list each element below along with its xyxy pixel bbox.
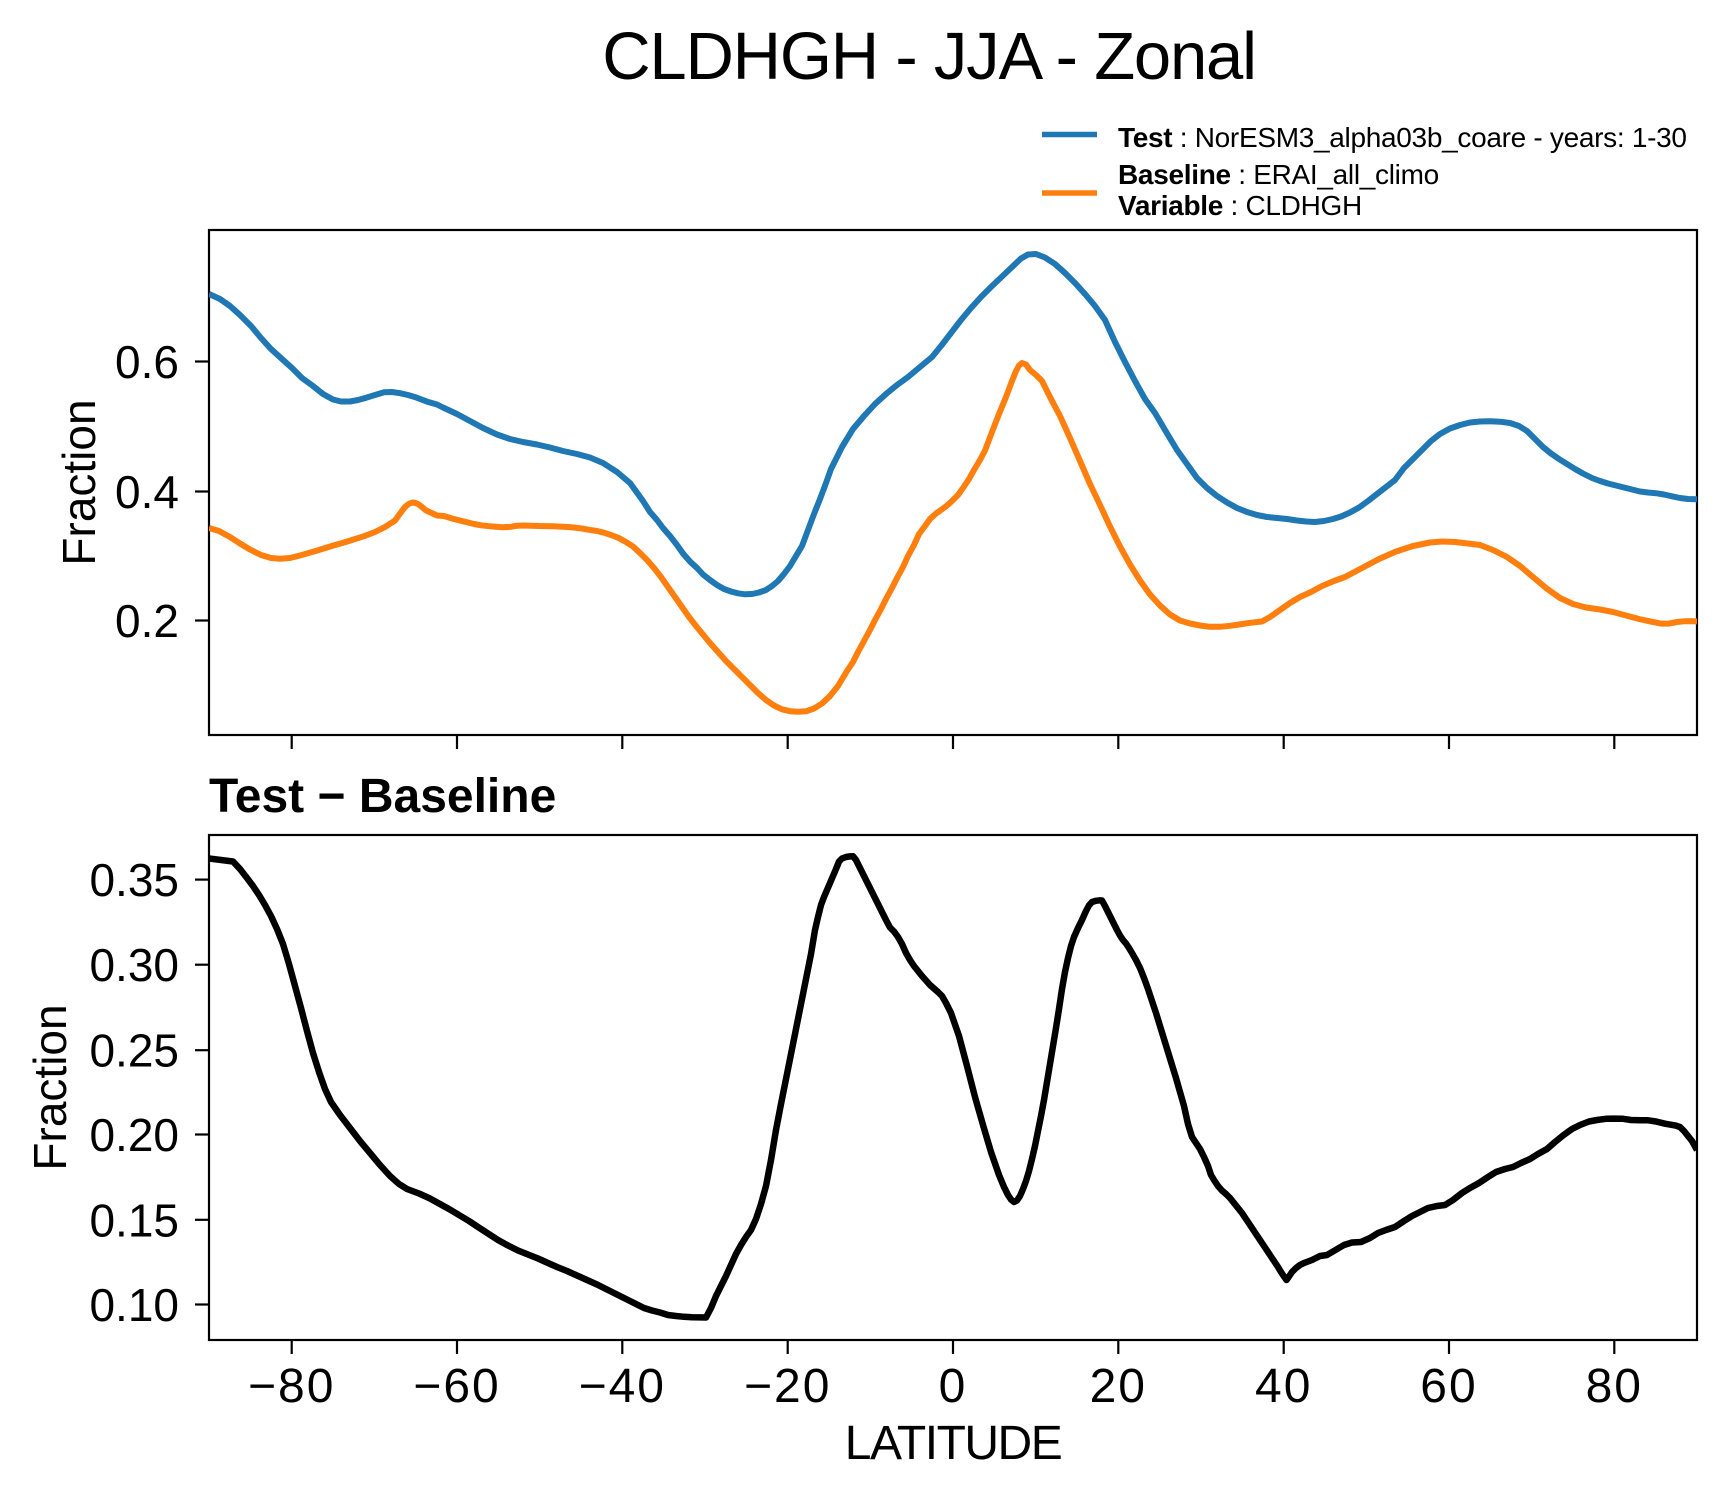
svg-text:40: 40 xyxy=(1255,1360,1312,1413)
svg-text:−60: −60 xyxy=(413,1360,500,1413)
svg-text:60: 60 xyxy=(1420,1360,1477,1413)
svg-text:0: 0 xyxy=(939,1360,968,1413)
svg-text:−80: −80 xyxy=(248,1360,335,1413)
svg-text:Variable : CLDHGH: Variable : CLDHGH xyxy=(1118,190,1362,221)
svg-text:Baseline : ERAI_all_climo: Baseline : ERAI_all_climo xyxy=(1118,159,1439,190)
svg-text:0.4: 0.4 xyxy=(115,466,179,518)
svg-text:LATITUDE: LATITUDE xyxy=(845,1417,1061,1470)
svg-text:0.25: 0.25 xyxy=(89,1025,179,1077)
svg-text:0.15: 0.15 xyxy=(89,1194,179,1246)
svg-text:80: 80 xyxy=(1586,1360,1643,1413)
svg-text:Test : NorESM3_alpha03b_coare: Test : NorESM3_alpha03b_coare - years: 1… xyxy=(1118,122,1687,153)
svg-text:0.2: 0.2 xyxy=(115,595,179,647)
svg-text:Fraction: Fraction xyxy=(24,1004,76,1170)
svg-text:CLDHGH - JJA - Zonal: CLDHGH - JJA - Zonal xyxy=(602,19,1256,94)
svg-text:0.30: 0.30 xyxy=(89,939,179,991)
svg-text:20: 20 xyxy=(1090,1360,1147,1413)
svg-text:−40: −40 xyxy=(579,1360,666,1413)
svg-text:Fraction: Fraction xyxy=(53,399,105,565)
svg-text:0.20: 0.20 xyxy=(89,1109,179,1161)
svg-text:0.6: 0.6 xyxy=(115,336,179,388)
svg-text:−20: −20 xyxy=(744,1360,831,1413)
svg-text:Test − Baseline: Test − Baseline xyxy=(209,770,556,823)
svg-text:0.35: 0.35 xyxy=(89,854,179,906)
svg-text:0.10: 0.10 xyxy=(89,1279,179,1331)
